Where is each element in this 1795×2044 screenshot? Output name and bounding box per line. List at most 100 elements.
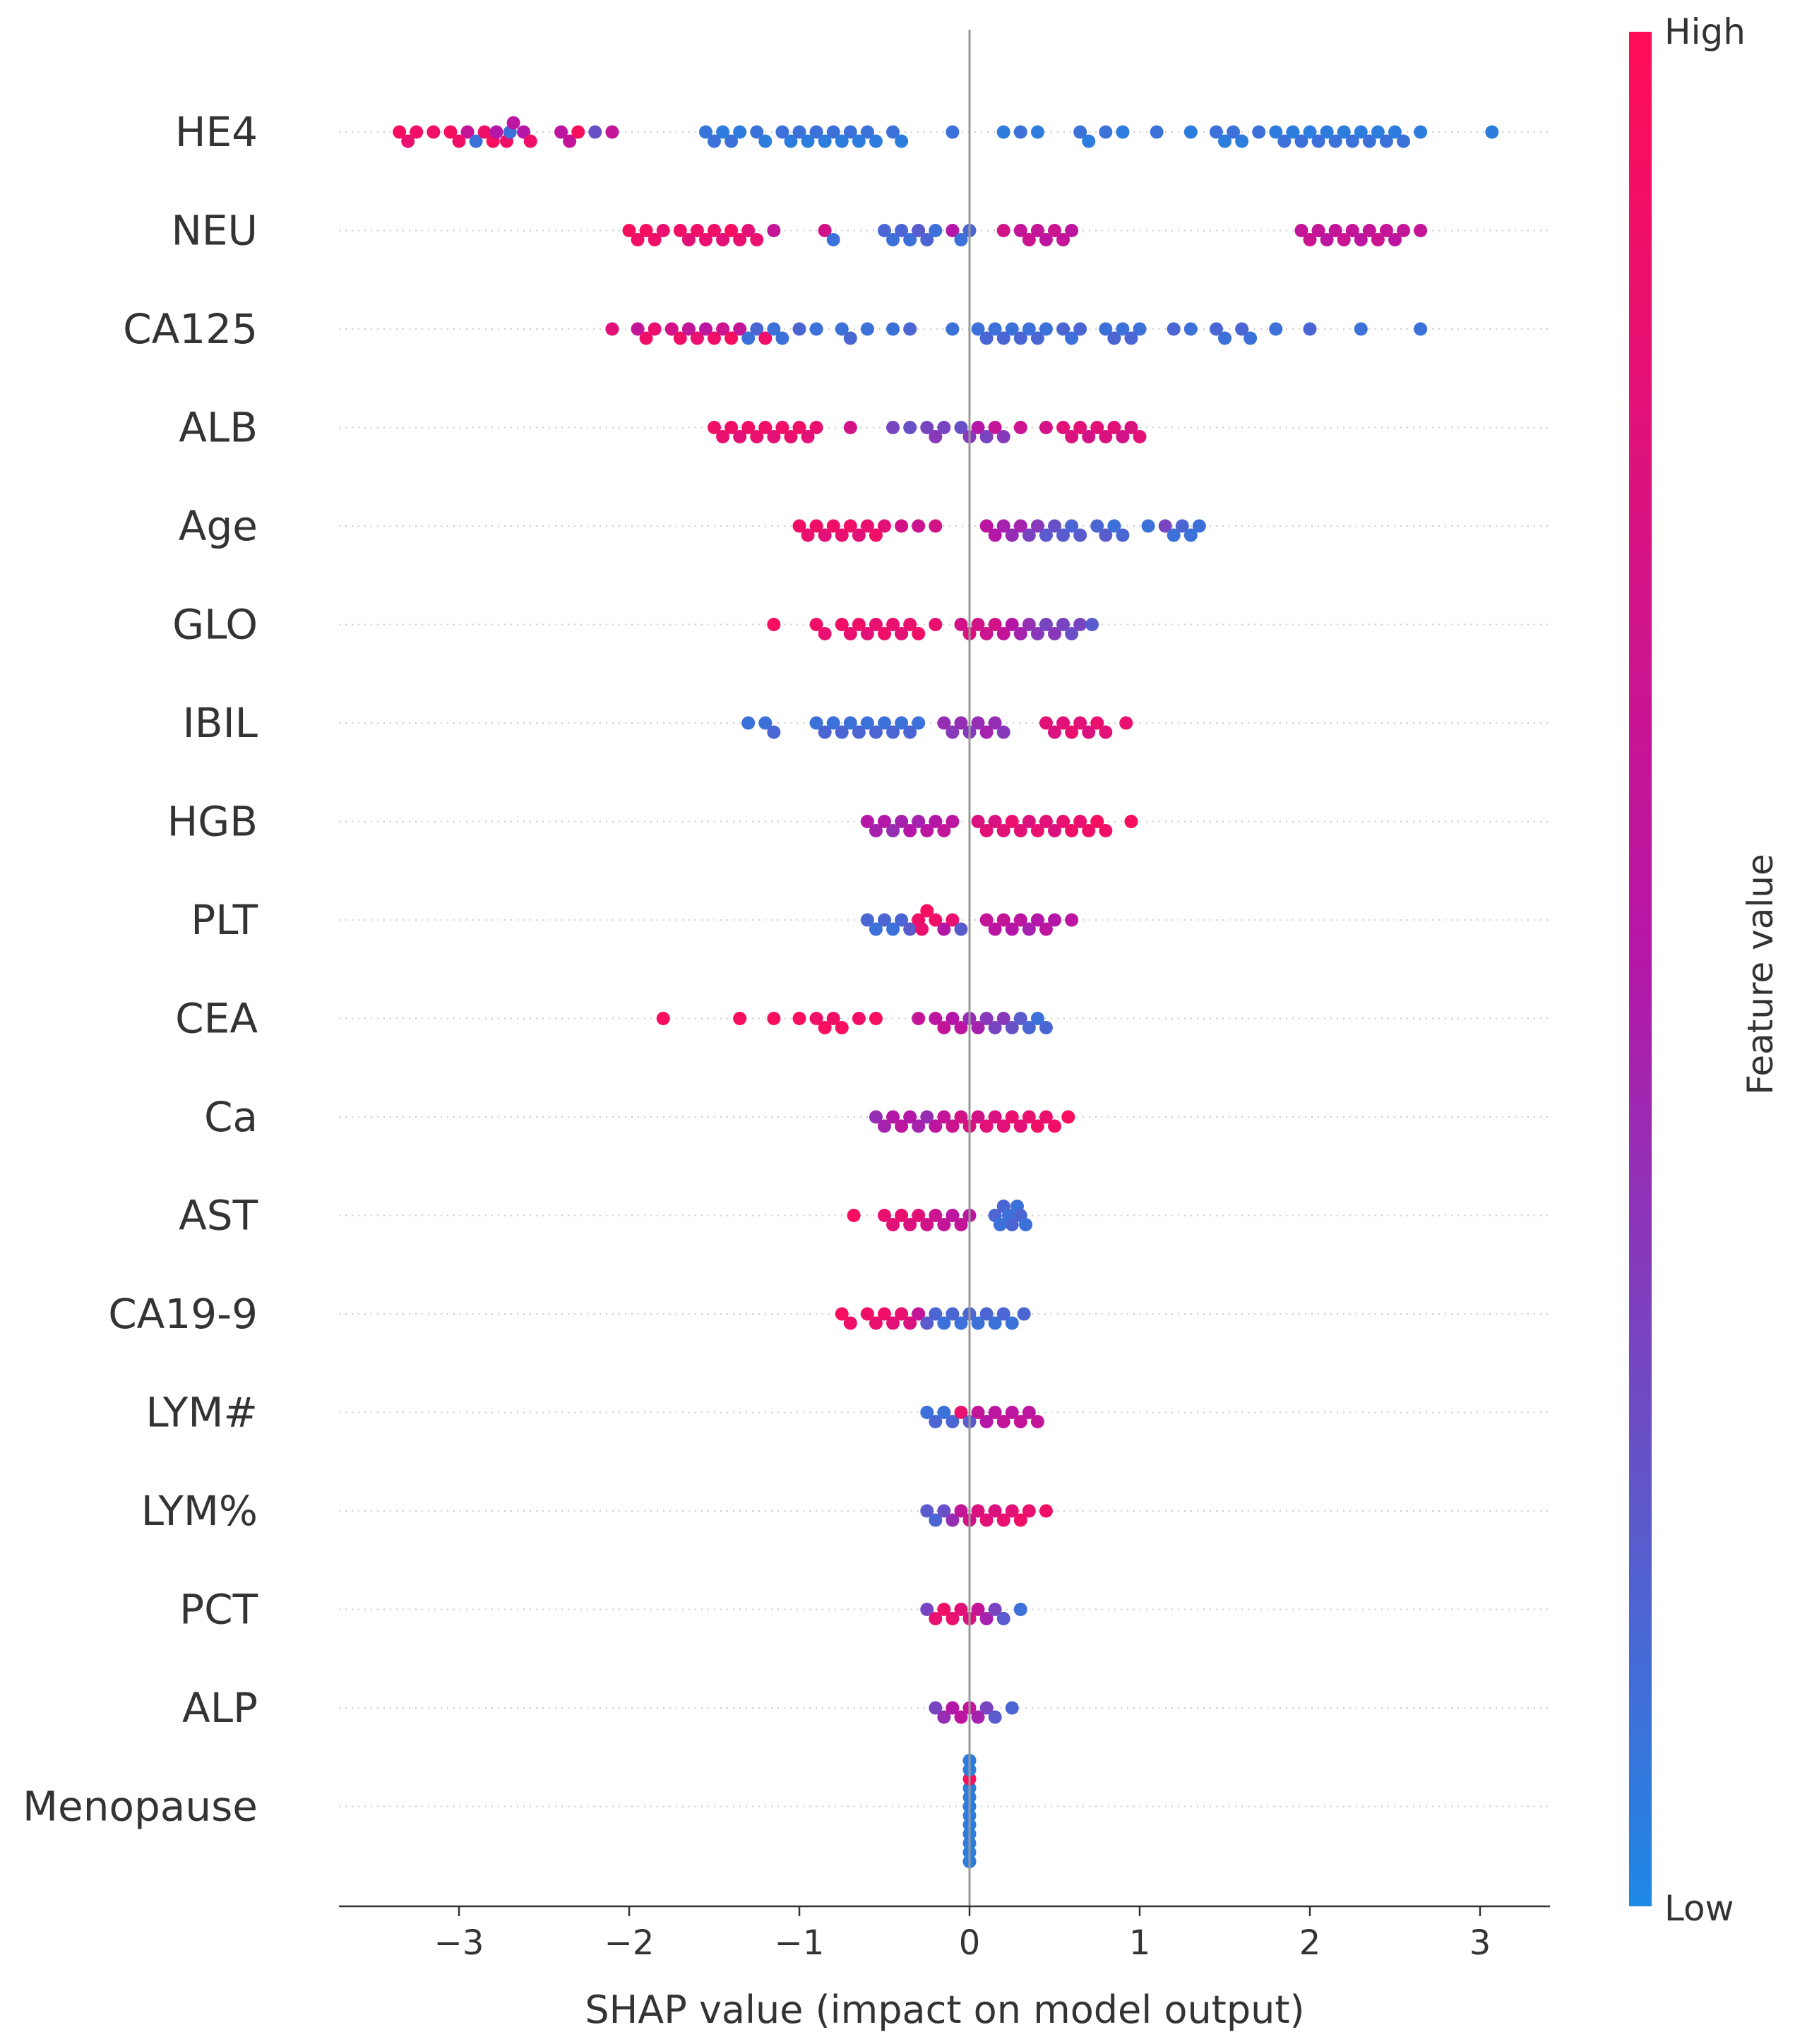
shap-point — [1345, 224, 1359, 237]
shap-point — [554, 125, 568, 139]
shap-point — [460, 125, 475, 139]
shap-point — [1013, 331, 1027, 345]
shap-point — [1005, 1504, 1019, 1518]
shap-point — [996, 913, 1010, 927]
shap-point — [1073, 125, 1087, 139]
shap-point — [775, 421, 789, 434]
shap-point — [1099, 824, 1113, 837]
shap-point — [860, 322, 874, 336]
shap-point — [1209, 125, 1223, 139]
shap-point — [1320, 233, 1334, 246]
shap-point — [1013, 1513, 1027, 1527]
shap-point — [801, 528, 815, 542]
shap-point — [1354, 322, 1368, 336]
shap-point — [937, 1021, 951, 1034]
shap-point — [1209, 322, 1223, 336]
shap-point — [886, 233, 900, 246]
shap-point — [903, 1110, 917, 1124]
shap-point — [886, 421, 900, 434]
shap-point — [895, 134, 909, 148]
shap-point — [988, 1406, 1002, 1419]
shap-point — [988, 618, 1002, 631]
shap-point — [1022, 1110, 1036, 1124]
shap-point — [988, 1504, 1002, 1518]
shap-point — [903, 1218, 917, 1231]
shap-point — [1337, 125, 1351, 139]
shap-point — [809, 421, 823, 434]
shap-point — [835, 134, 849, 148]
shap-point — [954, 1218, 968, 1231]
shap-point — [809, 716, 823, 730]
shap-point — [971, 618, 985, 631]
shap-point — [708, 421, 721, 434]
shap-point — [1133, 430, 1147, 443]
shap-point — [971, 716, 985, 730]
shap-point — [903, 824, 917, 837]
shap-point — [937, 1316, 951, 1330]
shap-point — [1354, 125, 1368, 139]
shap-point — [1158, 519, 1172, 533]
shap-point — [1039, 233, 1053, 246]
shap-point — [869, 1316, 883, 1330]
shap-point — [1218, 331, 1232, 345]
shap-point — [1022, 815, 1036, 828]
shap-point — [852, 528, 866, 542]
shap-point — [903, 725, 917, 739]
shap-point — [979, 1612, 994, 1625]
shap-point — [1048, 224, 1061, 237]
shap-point — [860, 1307, 874, 1321]
shap-point — [681, 322, 696, 336]
shap-point — [937, 922, 951, 936]
shap-point — [767, 430, 781, 443]
x-tick-label: 0 — [959, 1923, 981, 1963]
feature-label: LYM% — [141, 1487, 258, 1535]
shap-point — [1235, 134, 1249, 148]
shap-point — [1277, 134, 1292, 148]
shap-point — [860, 716, 874, 730]
shap-point — [758, 421, 773, 434]
shap-point — [988, 922, 1002, 936]
shap-point — [929, 430, 943, 443]
shap-point — [1030, 824, 1044, 837]
shap-point — [1013, 421, 1027, 434]
shap-point — [912, 1119, 926, 1133]
shap-point — [1065, 725, 1079, 739]
shap-point — [1022, 1021, 1036, 1034]
shap-point — [954, 1710, 968, 1724]
shap-point — [843, 716, 857, 730]
shap-point — [886, 725, 900, 739]
shap-point — [767, 618, 781, 631]
shap-point — [1354, 233, 1368, 246]
shap-point — [979, 1415, 994, 1428]
shap-point — [1192, 519, 1206, 533]
shap-point — [1311, 224, 1325, 237]
shap-point — [716, 125, 730, 139]
colorbar-title: Feature value — [1740, 854, 1781, 1094]
shap-point — [954, 1406, 968, 1419]
shap-point — [1286, 125, 1300, 139]
shap-point — [954, 922, 968, 936]
shap-point — [1116, 125, 1130, 139]
shap-point — [920, 1316, 934, 1330]
shap-point — [690, 331, 704, 345]
shap-point — [1328, 224, 1342, 237]
shap-point — [971, 421, 985, 434]
shap-point — [758, 331, 773, 345]
shap-point — [1013, 224, 1027, 237]
shap-point — [1022, 528, 1036, 542]
shap-point — [673, 224, 687, 237]
shap-point — [993, 1218, 1007, 1231]
shap-point — [979, 1012, 994, 1025]
shap-point — [1397, 134, 1411, 148]
shap-point — [681, 233, 696, 246]
shap-point — [996, 824, 1010, 837]
shap-point — [767, 224, 781, 237]
x-tick-label: 2 — [1299, 1923, 1321, 1963]
shap-point — [852, 1012, 866, 1025]
shap-point — [1183, 322, 1198, 336]
shap-point — [1022, 233, 1036, 246]
shap-point — [1022, 618, 1036, 631]
shap-point — [792, 125, 806, 139]
shap-point — [1030, 331, 1044, 345]
shap-point — [1107, 519, 1121, 533]
